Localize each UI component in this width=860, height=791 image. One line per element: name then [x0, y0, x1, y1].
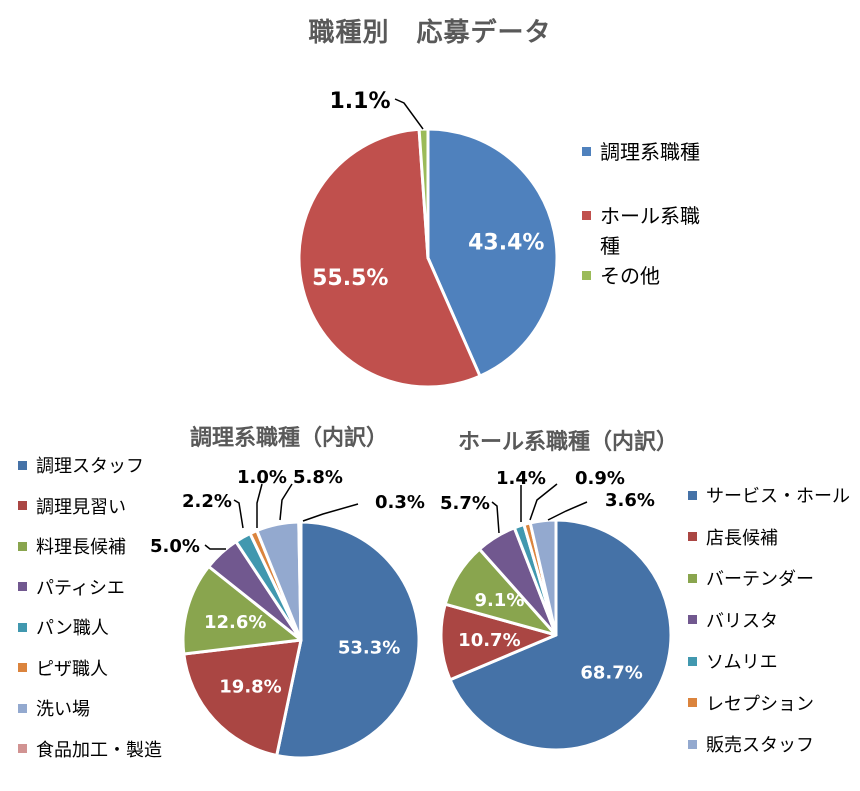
legend-item: 洗い場 [18, 695, 90, 721]
legend-item: ホール系職種 [582, 200, 700, 258]
legend-label: サービス・ホール [706, 486, 850, 507]
legend-swatch [582, 211, 591, 220]
data-label-1-6: 5.8% [293, 467, 343, 488]
legend-label: 調理系職種 [600, 140, 700, 164]
leader-line-1-4 [233, 499, 244, 529]
legend-swatch [582, 147, 591, 156]
data-label-2-0: 68.7% [580, 662, 642, 683]
legend-swatch [18, 541, 27, 551]
legend-item: パティシエ [18, 574, 125, 600]
legend-label: 食品加工・製造 [36, 739, 162, 761]
leader-line-1-3 [204, 544, 226, 550]
legend-label: その他 [600, 264, 660, 288]
leader-line-1-6 [279, 483, 293, 521]
legend-swatch [688, 698, 697, 707]
leader-line-2-6 [547, 501, 588, 521]
legend-label: バリスタ [706, 610, 778, 632]
chart-title-hall-breakdown: ホール系職種（内訳） [458, 430, 679, 455]
data-label-0-1: 55.5% [312, 266, 388, 291]
data-label-2-2: 9.1% [474, 590, 524, 611]
pie-chart-0: 43.4% 55.5% 1.1% [297, 89, 559, 389]
legend-label: 料理長候補 [36, 537, 126, 558]
data-label-1-2: 12.6% [204, 612, 266, 633]
pie-chart-2: 68.7% 10.7% 9.1% 5.7% 1.4% 0.9%3.6% [439, 468, 673, 752]
legend-label: 店長候補 [706, 527, 778, 549]
legend-item: 店長候補 [688, 524, 778, 550]
leader-line-1-7 [302, 503, 359, 522]
legend-item: レセプション [688, 690, 814, 716]
legend-swatch [18, 744, 27, 753]
legend-swatch [18, 460, 27, 470]
slice-0-1 [297, 127, 482, 389]
legend-swatch [18, 703, 27, 713]
legend-label: バーテンダー [706, 569, 814, 590]
data-label-1-4: 2.2% [182, 491, 232, 512]
legend-label: 販売スタッフ [706, 735, 814, 756]
legend-item: バリスタ [688, 607, 778, 633]
data-label-1-1: 19.8% [219, 677, 281, 698]
legend-swatch [582, 271, 591, 280]
data-label-2-4: 1.4% [496, 468, 546, 489]
legend-item: 調理系職種 [582, 136, 700, 165]
leader-line-2-3 [491, 501, 500, 534]
legend-label: 洗い場 [36, 699, 90, 720]
legend-label: ホール系職 [600, 204, 700, 228]
legend-label: パティシエ [36, 577, 125, 599]
legend-item: ソムリエ [688, 648, 778, 674]
pie-chart-1: 53.3% 19.8% 12.6% 5.0% 2.2%1.0% 5.8% 0.3% [150, 467, 425, 760]
slice-1-0 [275, 520, 421, 760]
legend-label: ピザ職人 [36, 658, 108, 680]
legend-label: パン職人 [36, 618, 109, 639]
slice-0-2 [417, 127, 430, 260]
legend-swatch [688, 739, 697, 749]
legend-item: 料理長候補 [18, 533, 126, 559]
slice-0-0 [426, 127, 559, 378]
slice-1-1 [182, 638, 303, 757]
legend-swatch [18, 501, 27, 510]
slice-1-2 [181, 565, 303, 656]
legend-item: サービス・ホール [688, 482, 850, 508]
legend-swatch [688, 532, 697, 541]
data-label-0-2: 1.1% [329, 89, 390, 114]
legend-label: レセプション [706, 693, 814, 715]
data-label-2-3: 5.7% [440, 493, 490, 514]
legend-label-wrap: 種 [600, 234, 620, 258]
legend-label: ソムリエ [706, 652, 778, 673]
legend-swatch [18, 582, 27, 591]
data-label-2-6: 3.6% [605, 490, 655, 511]
legend-item: バーテンダー [688, 565, 814, 591]
chart-title-cooking-breakdown: 調理系職種（内訳） [190, 426, 389, 451]
legend-label: 調理スタッフ [36, 456, 144, 477]
leader-line-2-5 [529, 483, 558, 521]
legend-swatch [688, 573, 697, 583]
legend-swatch [688, 490, 697, 500]
legend-item: 食品加工・製造 [18, 736, 162, 762]
data-label-2-5: 0.9% [575, 468, 625, 489]
page-title: 職種別 応募データ [308, 18, 552, 48]
legend-swatch [688, 615, 697, 624]
legend-item: 調理見習い [18, 493, 126, 519]
legend-item: パン職人 [18, 614, 109, 640]
legend-item: ピザ職人 [18, 655, 108, 681]
data-label-1-5: 1.0% [237, 467, 287, 488]
legend-swatch [18, 663, 27, 672]
legend-swatch [18, 622, 27, 632]
legend-item: 調理スタッフ [18, 452, 144, 478]
legend-swatch [688, 656, 697, 666]
slice-2-0 [448, 518, 673, 752]
data-label-1-7: 0.3% [375, 492, 425, 513]
data-label-1-3: 5.0% [150, 536, 200, 557]
legend-item: その他 [582, 260, 660, 289]
leader-line-1-5 [256, 483, 263, 528]
data-label-1-0: 53.3% [338, 638, 400, 659]
data-label-0-0: 43.4% [468, 231, 544, 256]
slice-2-6 [528, 518, 558, 637]
legend-label: 調理見習い [36, 496, 126, 518]
data-label-2-1: 10.7% [458, 630, 520, 651]
slice-1-7 [297, 520, 303, 642]
leader-line-0-2 [394, 98, 424, 130]
legend-item: 販売スタッフ [688, 731, 814, 757]
